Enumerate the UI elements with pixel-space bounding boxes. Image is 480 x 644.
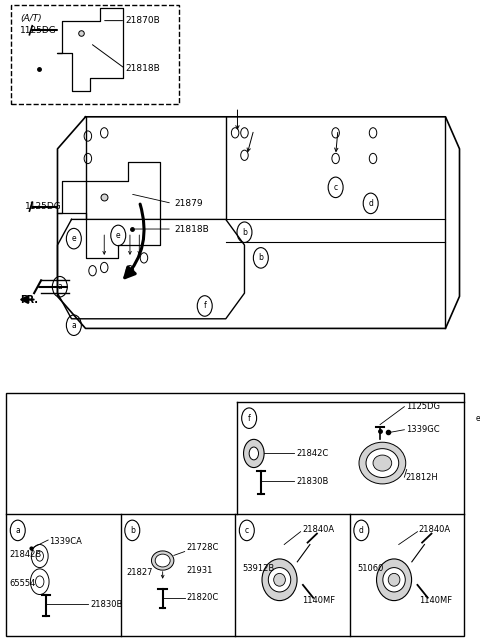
Text: 1125DG: 1125DG	[406, 402, 440, 411]
Text: FR.: FR.	[20, 294, 38, 305]
Text: e: e	[72, 234, 76, 243]
Text: b: b	[258, 253, 263, 262]
Ellipse shape	[383, 567, 405, 592]
Text: 1140MF: 1140MF	[302, 596, 335, 605]
Text: 21818B: 21818B	[174, 225, 209, 234]
Text: d: d	[368, 199, 373, 208]
Text: 21842C: 21842C	[296, 449, 328, 458]
Ellipse shape	[376, 559, 411, 601]
Text: 53912B: 53912B	[242, 564, 275, 573]
Text: a: a	[72, 321, 76, 330]
Text: 21830B: 21830B	[296, 477, 328, 486]
Ellipse shape	[274, 573, 286, 586]
Text: 21842B: 21842B	[10, 549, 42, 558]
Text: b: b	[242, 228, 247, 237]
Text: 51060: 51060	[358, 564, 384, 573]
Text: a: a	[58, 282, 62, 291]
Text: d: d	[359, 526, 364, 535]
Text: 21840A: 21840A	[419, 526, 451, 535]
Text: 21827: 21827	[127, 567, 153, 576]
Text: 21931: 21931	[186, 565, 213, 574]
Text: 65554: 65554	[10, 579, 36, 588]
Text: b: b	[130, 526, 135, 535]
Text: c: c	[245, 526, 249, 535]
Text: f: f	[248, 413, 251, 422]
Ellipse shape	[152, 551, 174, 570]
FancyBboxPatch shape	[11, 5, 179, 104]
Text: (A/T): (A/T)	[20, 14, 42, 23]
Text: 21812H: 21812H	[406, 473, 439, 482]
Ellipse shape	[262, 559, 297, 601]
Text: 1339CA: 1339CA	[49, 538, 83, 547]
Bar	[6, 393, 464, 636]
Ellipse shape	[366, 449, 399, 477]
Text: 21830B: 21830B	[90, 600, 122, 609]
Text: 21879: 21879	[174, 199, 203, 208]
Text: a: a	[15, 526, 20, 535]
Text: 21870B: 21870B	[125, 16, 160, 25]
Text: f: f	[204, 301, 206, 310]
Text: 1339GC: 1339GC	[406, 425, 439, 434]
Ellipse shape	[268, 567, 291, 592]
Ellipse shape	[359, 442, 406, 484]
Ellipse shape	[155, 554, 170, 567]
Ellipse shape	[373, 455, 392, 471]
Circle shape	[243, 439, 264, 468]
Text: 1125DG: 1125DG	[25, 202, 61, 211]
Text: 21820C: 21820C	[186, 593, 218, 602]
Text: 21840A: 21840A	[302, 526, 334, 535]
Text: 21818B: 21818B	[125, 64, 160, 73]
Text: c: c	[334, 183, 338, 192]
Text: e: e	[116, 231, 120, 240]
Text: 1140MF: 1140MF	[419, 596, 452, 605]
Ellipse shape	[388, 573, 400, 586]
Text: e: e	[476, 413, 480, 422]
Text: 1125DG: 1125DG	[20, 26, 57, 35]
Circle shape	[249, 447, 259, 460]
Text: 21728C: 21728C	[186, 543, 218, 552]
